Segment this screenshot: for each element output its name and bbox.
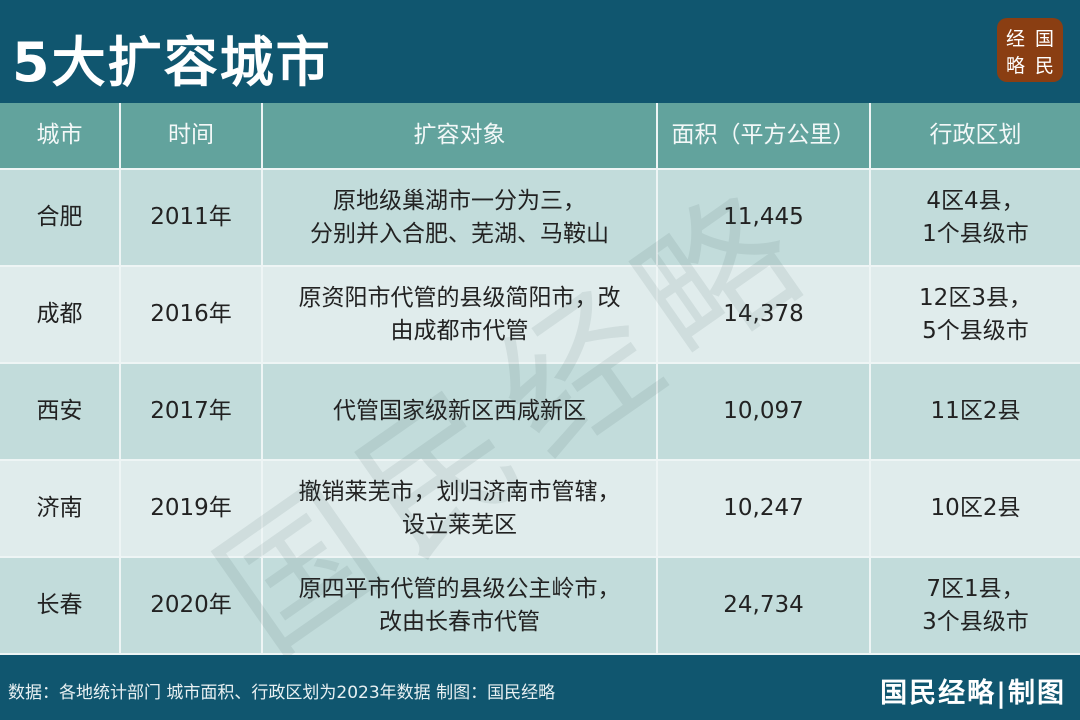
cell-city: 济南 [0, 459, 121, 558]
brand-logo: 经 国 略 民 [997, 18, 1063, 82]
cell-division: 10区2县 [869, 459, 1080, 558]
header-city: 城市 [0, 103, 121, 170]
logo-char: 经 [1005, 28, 1025, 50]
header-division: 行政区划 [869, 103, 1080, 170]
cell-area: 11,445 [656, 168, 871, 267]
cell-division: 11区2县 [869, 362, 1080, 461]
cell-division: 7区1县， 3个县级市 [869, 556, 1080, 655]
cell-time: 2011年 [119, 168, 263, 267]
header-area: 面积（平方公里） [656, 103, 871, 170]
table-row: 成都 2016年 原资阳市代管的县级简阳市，改 由成都市代管 14,378 12区3县，… [0, 265, 1080, 364]
expansion-table: 城市 时间 扩容对象 面积（平方公里） 行政区划 合肥 2011年 原地级巢湖市一分… [0, 103, 1080, 655]
cell-division: 4区4县， 1个县级市 [869, 168, 1080, 267]
cell-time: 2017年 [119, 362, 263, 461]
table-row: 长春 2020年 原四平市代管的县级公主岭市， 改由长春市代管 24,734 7区1县，… [0, 556, 1080, 655]
cell-area: 24,734 [656, 556, 871, 655]
header-target: 扩容对象 [261, 103, 658, 170]
logo-char: 略 [1005, 55, 1025, 77]
cell-city: 西安 [0, 362, 121, 461]
table-row: 合肥 2011年 原地级巢湖市一分为三， 分别并入合肥、芜湖、马鞍山 11,445 4区… [0, 168, 1080, 267]
cell-target: 代管国家级新区西咸新区 [261, 362, 658, 461]
table-row: 西安 2017年 代管国家级新区西咸新区 10,097 11区2县 [0, 362, 1080, 461]
brand-credit: 国民经略|制图 [880, 678, 1066, 709]
source-note: 数据：各地统计部门 城市面积、行政区划为2023年数据 制图：国民经略 [8, 683, 556, 703]
header-time: 时间 [119, 103, 263, 170]
page-title: 5大扩容城市 [12, 31, 332, 94]
cell-time: 2019年 [119, 459, 263, 558]
cell-target: 原资阳市代管的县级简阳市，改 由成都市代管 [261, 265, 658, 364]
cell-city: 长春 [0, 556, 121, 655]
cell-city: 合肥 [0, 168, 121, 267]
logo-char: 国 [1034, 28, 1054, 50]
cell-time: 2020年 [119, 556, 263, 655]
cell-time: 2016年 [119, 265, 263, 364]
table-row: 济南 2019年 撤销莱芜市，划归济南市管辖， 设立莱芜区 10,247 10区2县 [0, 459, 1080, 558]
cell-division: 12区3县， 5个县级市 [869, 265, 1080, 364]
cell-area: 10,247 [656, 459, 871, 558]
cell-area: 14,378 [656, 265, 871, 364]
cell-target: 原地级巢湖市一分为三， 分别并入合肥、芜湖、马鞍山 [261, 168, 658, 267]
cell-city: 成都 [0, 265, 121, 364]
logo-char: 民 [1034, 55, 1054, 77]
cell-target: 原四平市代管的县级公主岭市， 改由长春市代管 [261, 556, 658, 655]
cell-target: 撤销莱芜市，划归济南市管辖， 设立莱芜区 [261, 459, 658, 558]
cell-area: 10,097 [656, 362, 871, 461]
table-header-row: 城市 时间 扩容对象 面积（平方公里） 行政区划 [0, 103, 1080, 170]
